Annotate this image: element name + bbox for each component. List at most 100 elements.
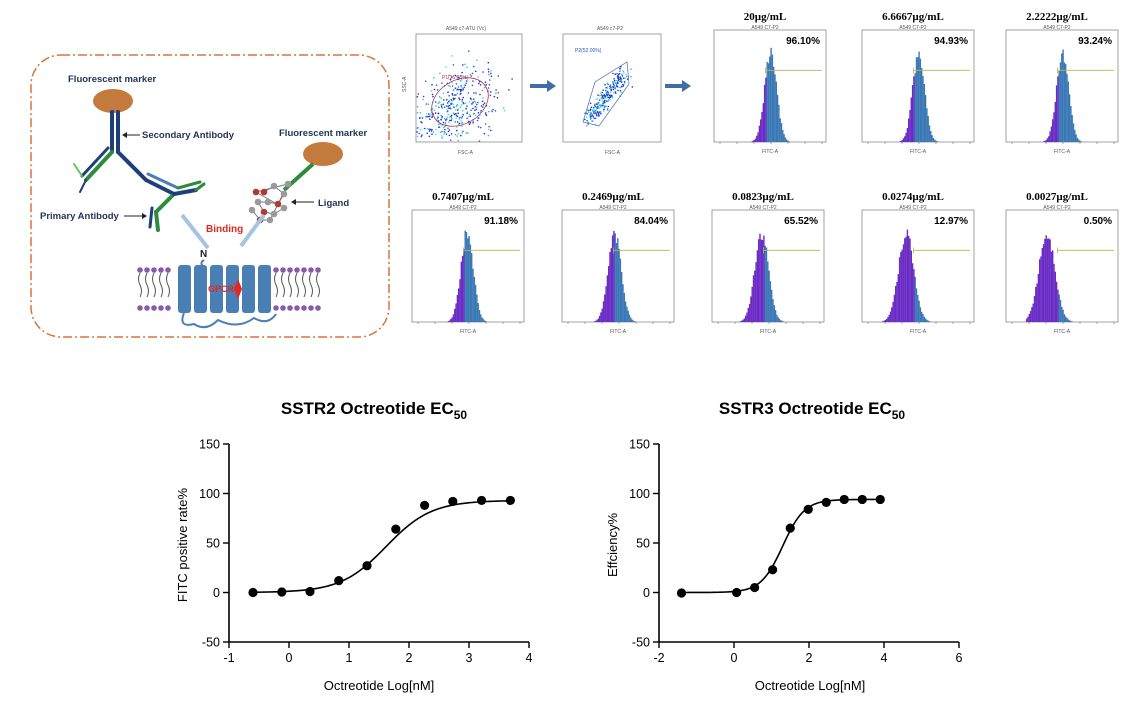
histogram-bar (909, 110, 911, 142)
event-dot (597, 113, 600, 116)
positive-percent: 84.04% (634, 216, 668, 227)
histogram-bar (741, 320, 743, 322)
histogram-bar (626, 306, 628, 322)
x-tick-label: 0 (286, 651, 293, 665)
event-dot (437, 112, 440, 115)
binding-arrow-right (239, 213, 266, 248)
event-dot (596, 114, 598, 117)
ligand-atom (274, 200, 282, 208)
event-dot (596, 98, 598, 100)
event-dot (448, 107, 450, 109)
event-dot (440, 114, 442, 117)
event-dot (454, 113, 457, 115)
lipid-head (308, 267, 314, 273)
histogram-bar (904, 136, 906, 142)
event-dot (607, 92, 610, 94)
event-dot (598, 115, 600, 117)
flow-histogram-panel: 0.0823µg/mL A549 C7-P2 65.52% FITC-A (711, 191, 825, 335)
event-dot (461, 71, 463, 74)
histogram-bar (743, 318, 746, 322)
histogram-bar (463, 249, 465, 322)
event-dot (588, 111, 590, 113)
event-dot (444, 125, 446, 128)
histogram-bar (776, 314, 778, 322)
event-dot (438, 95, 441, 98)
histogram-bar (615, 243, 618, 322)
histogram-bar (786, 139, 788, 142)
histogram-bar (464, 230, 466, 322)
event-dot (594, 117, 596, 120)
event-dot (450, 119, 453, 121)
event-dot (441, 117, 443, 119)
histogram-bar (926, 319, 928, 322)
event-dot (443, 133, 445, 135)
event-dot (597, 94, 599, 96)
event-dot (470, 98, 473, 101)
event-dot (604, 101, 606, 104)
event-dot (447, 105, 450, 107)
y-tick-label: 150 (629, 438, 650, 452)
event-dot (602, 96, 604, 98)
label-fluorescent-marker-right: Fluorescent marker (279, 128, 367, 139)
scatter-axis-x: FSC-A (605, 150, 621, 156)
event-dot (485, 114, 488, 117)
event-dot (594, 110, 597, 113)
histogram-bar (1055, 281, 1058, 322)
histogram-bar (447, 321, 449, 322)
event-dot (435, 128, 437, 131)
event-dot (458, 88, 460, 91)
event-dot (598, 99, 601, 101)
histogram-bar (1058, 294, 1060, 322)
histogram-bar (924, 318, 927, 322)
data-point (391, 524, 401, 534)
event-dot (587, 109, 589, 112)
event-dot (487, 68, 490, 70)
histogram-bar (1057, 76, 1059, 142)
histogram-bar (467, 238, 469, 322)
histogram-bar (898, 141, 901, 142)
histogram-bar (485, 321, 487, 322)
flow-scatter-singlet: A549 c7-P2 P2(52.00%) FSC-A (562, 26, 662, 156)
event-dot (449, 119, 451, 122)
event-dot (475, 70, 477, 73)
y-tick-label: 0 (213, 586, 220, 600)
event-dot (447, 84, 450, 87)
flow-scatter-fsc-ssc: A549 c7-ATU (Vc) P1(36.68%) SSC-A FSC-A (402, 26, 523, 156)
data-point (420, 500, 430, 510)
x-tick-label: 3 (466, 651, 473, 665)
histogram-bar (769, 56, 771, 142)
histogram-bar (750, 141, 753, 142)
event-dot (610, 88, 613, 91)
event-dot (586, 125, 588, 127)
event-dot (427, 115, 429, 118)
event-dot (492, 108, 494, 111)
event-dot (455, 83, 458, 85)
event-dot (454, 120, 457, 123)
event-dot (620, 81, 623, 83)
event-dot (477, 112, 480, 114)
histogram-bar (1067, 81, 1069, 142)
label-primary-antibody: Primary Antibody (40, 211, 120, 222)
histogram-bar (611, 235, 614, 322)
event-dot (461, 86, 463, 89)
histogram-bar (1066, 317, 1068, 322)
event-dot (488, 79, 491, 81)
histogram-bar (608, 266, 610, 322)
histogram-bar (1050, 251, 1053, 322)
chart-title-main: SSTR3 Octreotide EC (719, 399, 892, 418)
histogram-bar (928, 321, 931, 322)
chart-title-main: SSTR2 Octreotide EC (281, 399, 454, 418)
lipid-head (301, 305, 307, 311)
event-dot (460, 134, 462, 137)
event-dot (596, 111, 599, 113)
event-dot (471, 103, 473, 105)
event-dot (458, 122, 461, 125)
positive-percent: 12.97% (934, 216, 968, 227)
event-dot (482, 106, 484, 108)
y-axis-label: FITC positive rate% (175, 487, 190, 602)
event-dot (467, 132, 469, 134)
histogram-bar (753, 140, 755, 142)
histogram-bar (602, 301, 605, 322)
event-dot (460, 117, 463, 119)
event-dot (601, 106, 603, 108)
